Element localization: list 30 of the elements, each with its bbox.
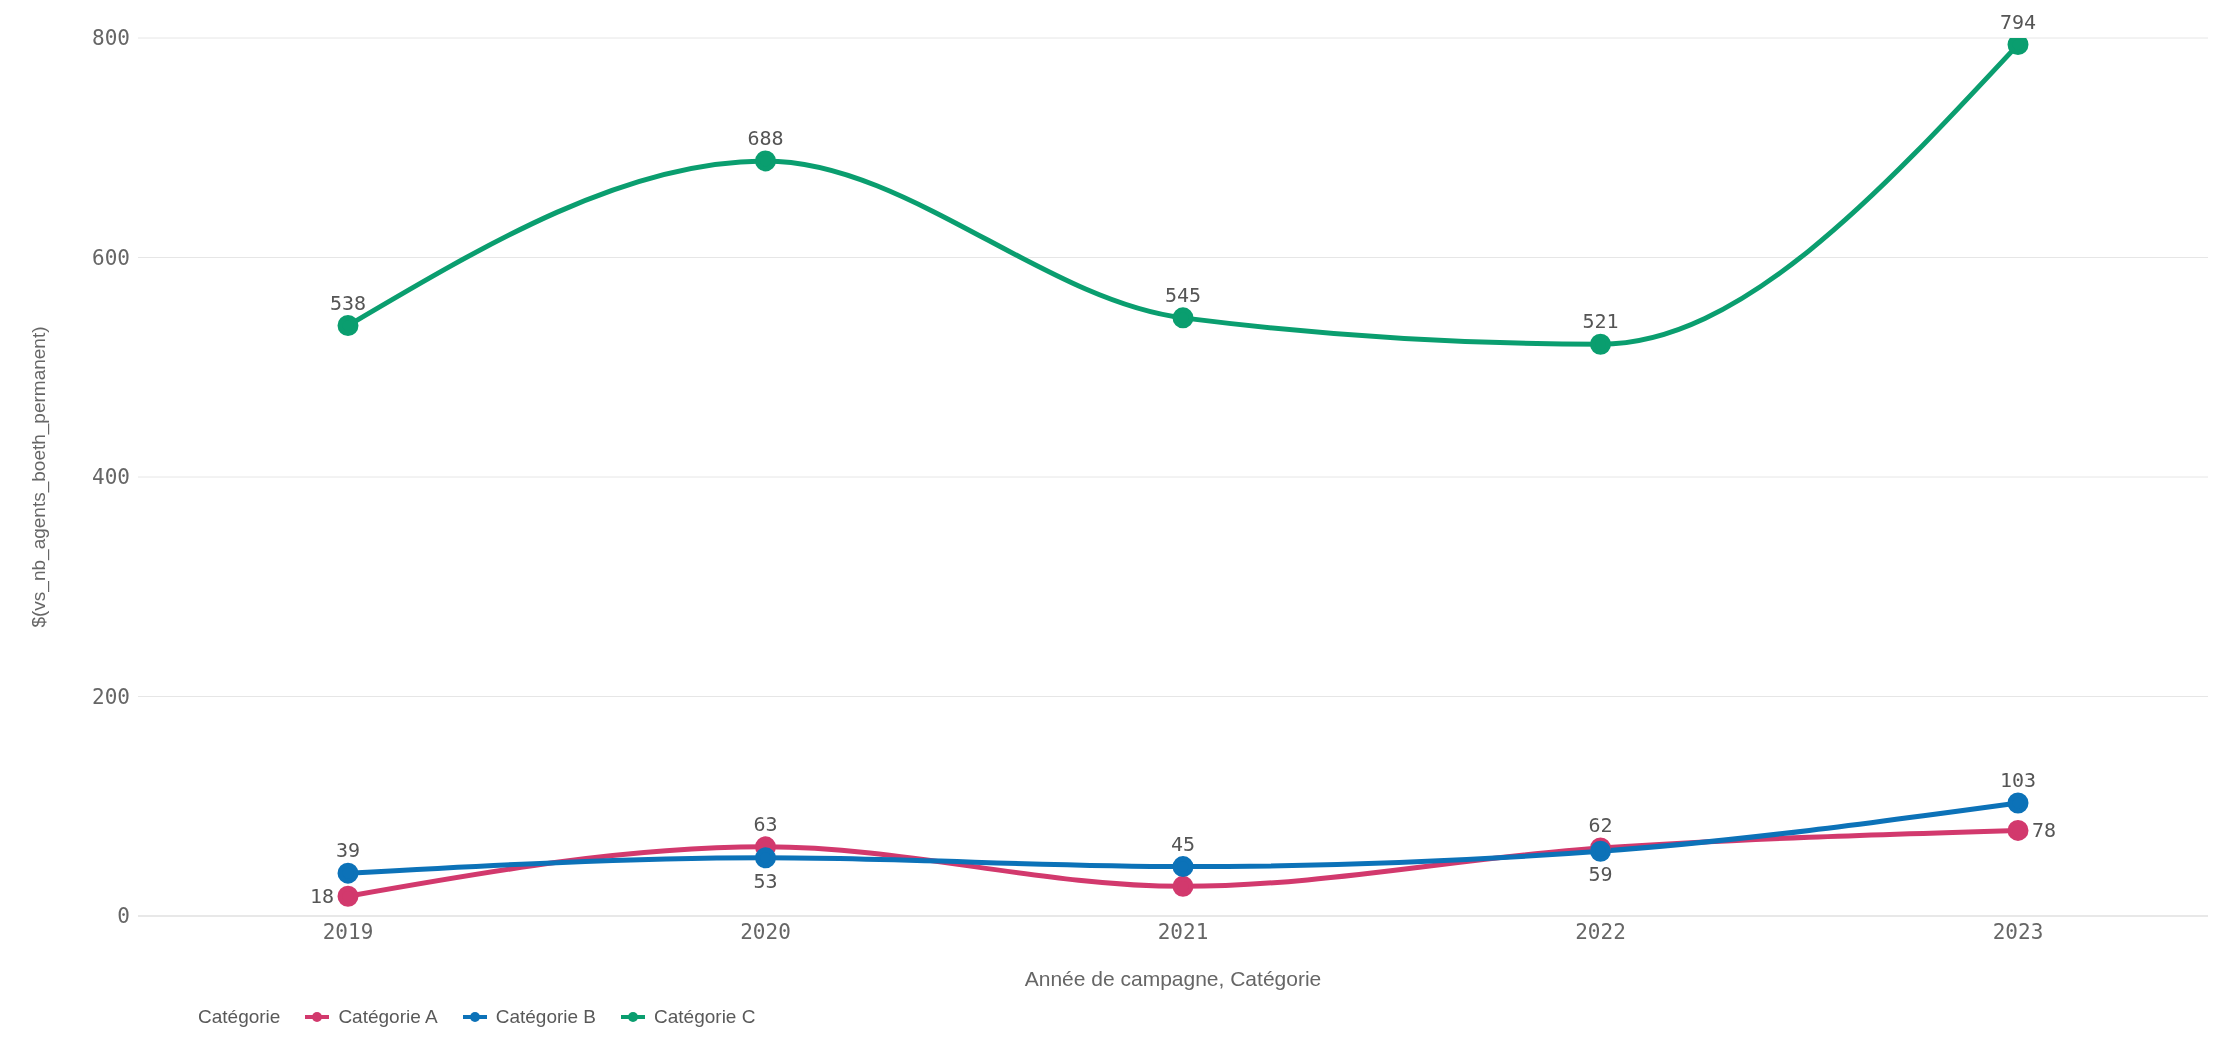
data-label: 53 [753,868,778,893]
data-label: 78 [2032,818,2057,843]
y-tick-label: 200 [92,684,130,709]
data-label: 545 [1164,282,1202,307]
data-label: 39 [335,838,361,863]
data-label: 103 [1999,767,2037,792]
legend-title: Catégorie [198,1006,281,1028]
x-tick-label: 2021 [1157,919,1209,944]
data-label: 18 [309,884,334,909]
legend-label: Catégorie A [338,1006,438,1028]
y-tick-label: 800 [92,26,130,51]
x-tick-label: 2020 [740,919,791,944]
x-tick-label: 2022 [1575,919,1626,944]
data-label: 59 [1588,862,1613,887]
y-tick-label: 600 [92,245,130,270]
data-label: 63 [753,811,778,836]
y-tick-label: 400 [92,465,130,490]
data-label: 794 [1999,9,2037,34]
data-label: 45 [1170,831,1196,856]
data-label: 538 [329,290,367,315]
legend-label: Catégorie C [654,1006,756,1028]
data-label: 62 [1588,812,1613,837]
data-label: 521 [1582,309,1619,334]
legend-label: Catégorie B [495,1006,597,1028]
x-axis-title: Année de campagne, Catégorie [1024,967,1322,990]
data-label: 688 [747,125,784,150]
x-tick-label: 2019 [322,919,374,944]
x-tick-label: 2023 [1992,919,2044,944]
y-axis-title: $(vs_nb_agents_boeth_permanent) [27,326,50,628]
y-tick-label: 0 [117,904,130,929]
